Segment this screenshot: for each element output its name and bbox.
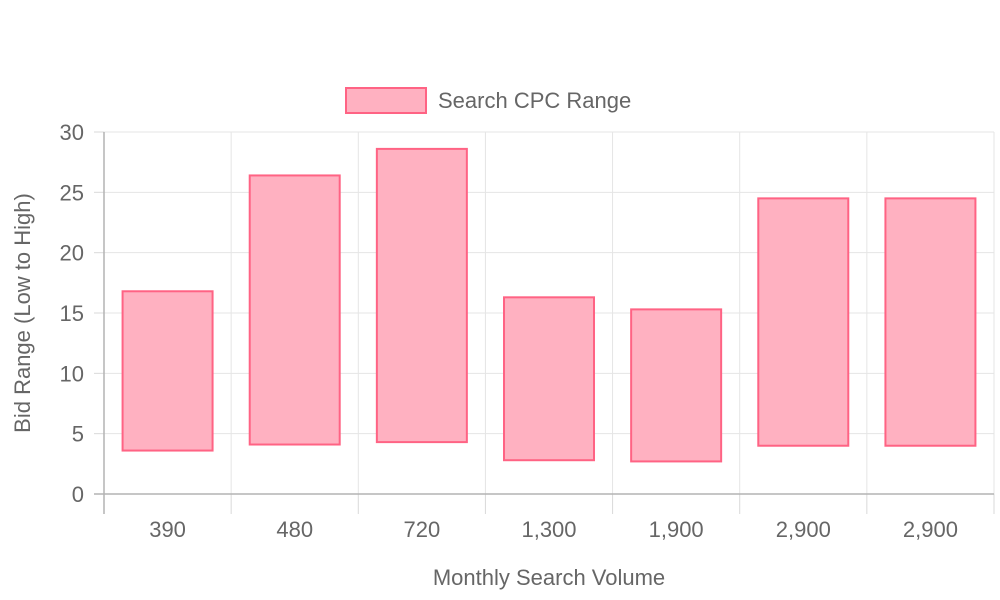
x-tick-label: 480 [276, 517, 313, 542]
y-tick-label: 5 [72, 422, 84, 447]
y-tick-label: 25 [60, 180, 84, 205]
bar-4[interactable] [503, 296, 595, 462]
bar-3[interactable] [375, 147, 468, 444]
bar-7[interactable] [884, 197, 977, 447]
x-axis-title: Monthly Search Volume [433, 565, 665, 590]
x-tick-label: 720 [403, 517, 440, 542]
bar-6[interactable] [757, 197, 850, 447]
y-tick-label: 10 [60, 361, 84, 386]
x-tick-label: 390 [149, 517, 186, 542]
legend[interactable]: Search CPC Range [345, 87, 631, 114]
y-tick-label: 30 [60, 120, 84, 145]
bar-1[interactable] [121, 290, 214, 452]
y-tick-label: 15 [60, 301, 84, 326]
y-axis-title: Bid Range (Low to High) [10, 193, 35, 433]
legend-swatch [345, 87, 427, 114]
x-tick-label: 2,900 [776, 517, 831, 542]
axes: 0 5 10 15 20 25 30 390 480 720 1,300 1,900 2,900 2,90… [60, 120, 995, 542]
bar-5[interactable] [630, 308, 723, 463]
x-tick-label: 1,900 [649, 517, 704, 542]
bar-2[interactable] [248, 174, 341, 446]
legend-label: Search CPC Range [438, 88, 631, 113]
bars [121, 147, 977, 463]
x-tick-label: 2,900 [903, 517, 958, 542]
x-tick-label: 1,300 [521, 517, 576, 542]
y-tick-label: 0 [72, 482, 84, 507]
y-tick-label: 20 [60, 241, 84, 266]
